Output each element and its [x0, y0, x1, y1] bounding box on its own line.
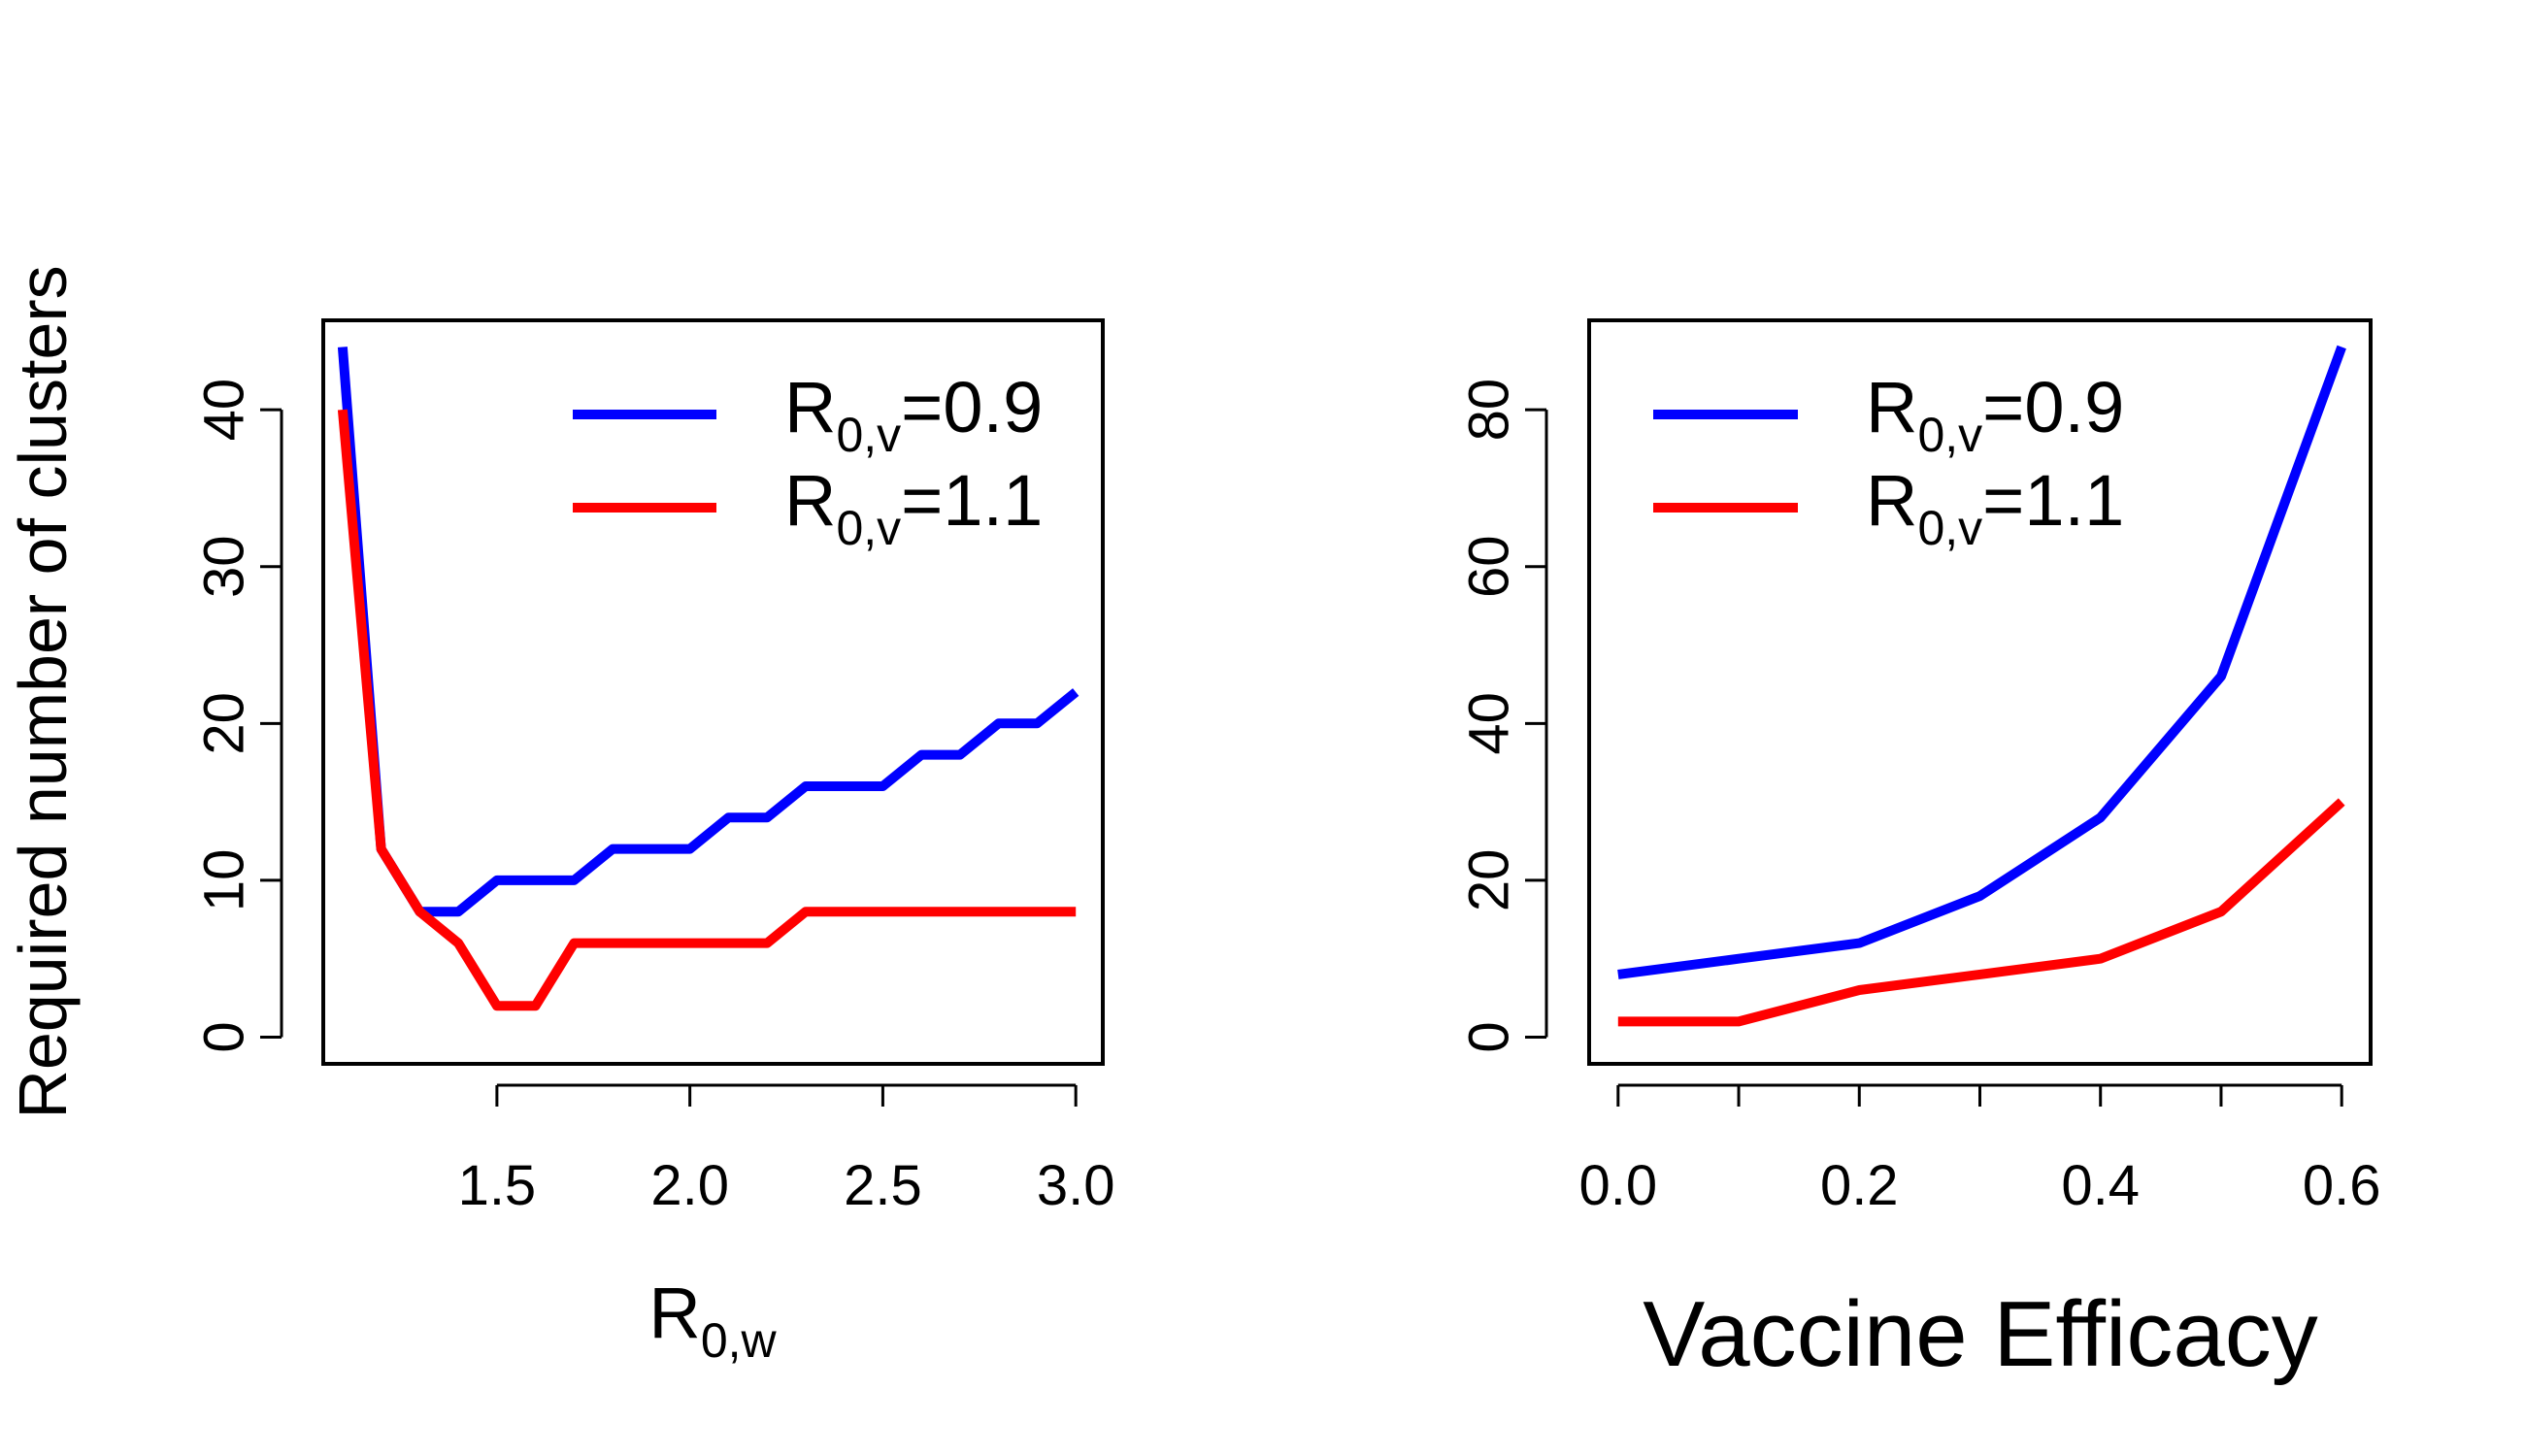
right-series-lines: [1617, 345, 2346, 1027]
right-y-tick-label: 20: [1457, 849, 1520, 912]
left-y-tick-label: 10: [192, 849, 255, 912]
left-plot-frame: [321, 318, 1105, 1066]
right-series-line-blue: [1617, 345, 2346, 979]
left-legend-label-red: R0,v=1.1: [784, 460, 1043, 555]
left-x-axis: 1.5 2.0 2.5 3.0: [458, 1083, 1115, 1217]
left-y-tick-label: 30: [192, 535, 255, 598]
right-y-tick-label: 80: [1457, 379, 1520, 442]
right-legend-label-blue: R0,v=0.9: [1866, 367, 2124, 462]
right-x-tick-label: 0.6: [2303, 1154, 2381, 1217]
left-x-tick-label: 1.5: [458, 1154, 537, 1217]
right-x-tick-label: 0.4: [2061, 1154, 2140, 1217]
right-y-tick-label: 40: [1457, 692, 1520, 755]
left-series-line-blue: [337, 347, 1079, 917]
left-x-tick-label: 2.0: [650, 1154, 729, 1217]
right-y-axis: 0 20 40 60 80: [1457, 379, 1548, 1053]
left-x-axis-title: R0,w: [648, 1273, 777, 1368]
right-y-tick-label: 60: [1457, 535, 1520, 598]
left-y-axis: 0 10 20 30 40: [192, 379, 283, 1053]
right-x-axis-title: Vaccine Efficacy: [1643, 1282, 2317, 1386]
left-y-tick-label: 0: [192, 1021, 255, 1052]
left-line-chart: 0 10 20 30 40 1.5 2.0 2.5 3.0 R0,v=0.9 R0,v=1.1…: [5, 265, 1114, 1368]
right-x-axis: 0.0 0.2 0.4 0.6: [1578, 1083, 2381, 1217]
right-legend-label-red: R0,v=1.1: [1866, 460, 2124, 555]
left-legend-label-blue: R0,v=0.9: [784, 367, 1043, 462]
left-x-tick-label: 3.0: [1037, 1154, 1115, 1217]
left-y-axis-title: Required number of clusters: [5, 265, 81, 1118]
right-legend: R0,v=0.9 R0,v=1.1: [1653, 367, 2124, 555]
left-y-tick-label: 20: [192, 692, 255, 755]
right-line-chart: 0 20 40 60 80 0.0 0.2 0.4 0.6 R0,v=0.9 R0,v=1.1…: [1457, 318, 2381, 1386]
left-series-line-red: [337, 409, 1077, 1011]
left-legend: R0,v=0.9 R0,v=1.1: [573, 367, 1043, 555]
left-x-tick-label: 2.5: [844, 1154, 922, 1217]
right-x-tick-label: 0.0: [1578, 1154, 1657, 1217]
right-y-tick-label: 0: [1457, 1021, 1520, 1052]
left-series-lines: [337, 347, 1079, 1011]
right-x-tick-label: 0.2: [1820, 1154, 1899, 1217]
right-plot-frame: [1587, 318, 2373, 1066]
right-series-line-red: [1617, 798, 2345, 1027]
left-y-tick-label: 40: [192, 379, 255, 442]
